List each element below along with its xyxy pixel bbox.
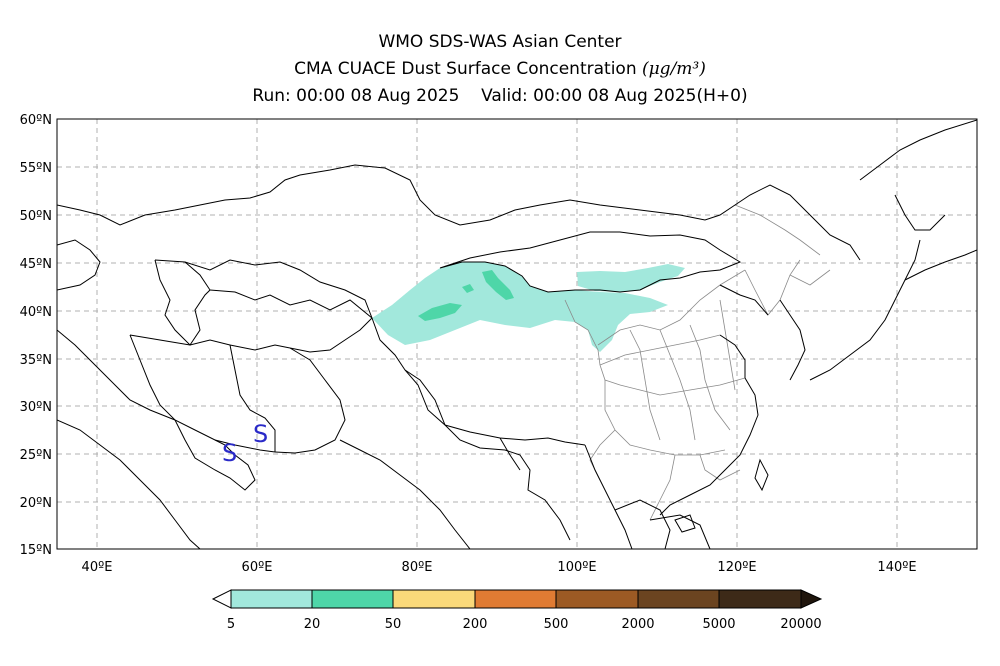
colorbar-bin [555,589,639,609]
colorbar-label: 2000 [621,617,654,632]
lon-tick-label: 60ºE [242,560,273,575]
dust-core-small [462,284,474,293]
valid-time: Valid: 00:00 08 Aug 2025(H+0) [481,86,748,106]
dust-region-gobi [577,264,685,292]
low-marker-1: S [222,439,237,467]
colorbar-label: 50 [385,617,402,632]
lon-tick-label: 100ºE [557,560,596,575]
country-boundaries [57,119,977,549]
lat-tick-label: 45ºN [20,257,52,272]
colorbar: 5 20 50 200 500 2000 5000 20000 [211,589,823,632]
low-marker-2: S [253,420,268,448]
lat-tick-label: 60ºN [20,113,52,128]
colorbar-label: 200 [463,617,488,632]
lat-tick-label: 40ºN [20,305,52,320]
lon-tick-label: 40ºE [82,560,113,575]
latitude-axis: 60ºN 55ºN 50ºN 45ºN 40ºN 35ºN 30ºN 25ºN … [20,113,52,558]
lat-tick-label: 25ºN [20,448,52,463]
lon-tick-label: 120ºE [717,560,756,575]
colorbar-bin [311,589,394,609]
dust-core-turpan [482,270,514,300]
colorbar-over-arrow [800,589,823,609]
colorbar-bin [392,589,476,609]
colorbar-bin [718,589,802,609]
title-line-3: Run: 00:00 08 Aug 2025 Valid: 00:00 08 A… [0,85,1000,107]
colorbar-under-arrow [211,589,232,609]
dust-region-tarim [372,262,668,352]
gridlines [57,119,977,549]
dust-concentration-field [372,262,685,352]
colorbar-label: 5 [227,617,235,632]
title-line-2: CMA CUACE Dust Surface Concentration (μg… [0,58,1000,80]
title-line-1: WMO SDS-WAS Asian Center [378,32,622,52]
colorbar-bin [474,589,557,609]
colorbar-label: 5000 [702,617,735,632]
lat-tick-label: 55ºN [20,161,52,176]
lat-tick-label: 50ºN [20,209,52,224]
colorbar-label: 20 [304,617,321,632]
lat-tick-label: 35ºN [20,353,52,368]
colorbar-label: 20000 [780,617,821,632]
lat-tick-label: 20ºN [20,496,52,511]
lon-tick-label: 80ºE [402,560,433,575]
longitude-axis: 40ºE 60ºE 80ºE 100ºE 120ºE 140ºE [82,560,917,575]
map-frame [56,118,978,550]
lon-tick-label: 140ºE [877,560,916,575]
title-variable: CMA CUACE Dust Surface Concentration [294,59,637,79]
province-boundaries [564,204,831,521]
lat-tick-label: 15ºN [20,543,52,558]
run-time: Run: 00:00 08 Aug 2025 [252,86,460,106]
lat-tick-label: 30ºN [20,400,52,415]
colorbar-bin [637,589,720,609]
title-unit: (μg/m³) [642,59,706,79]
colorbar-bin [230,589,313,609]
dust-core-taklimakan [418,303,462,321]
colorbar-label: 500 [544,617,569,632]
